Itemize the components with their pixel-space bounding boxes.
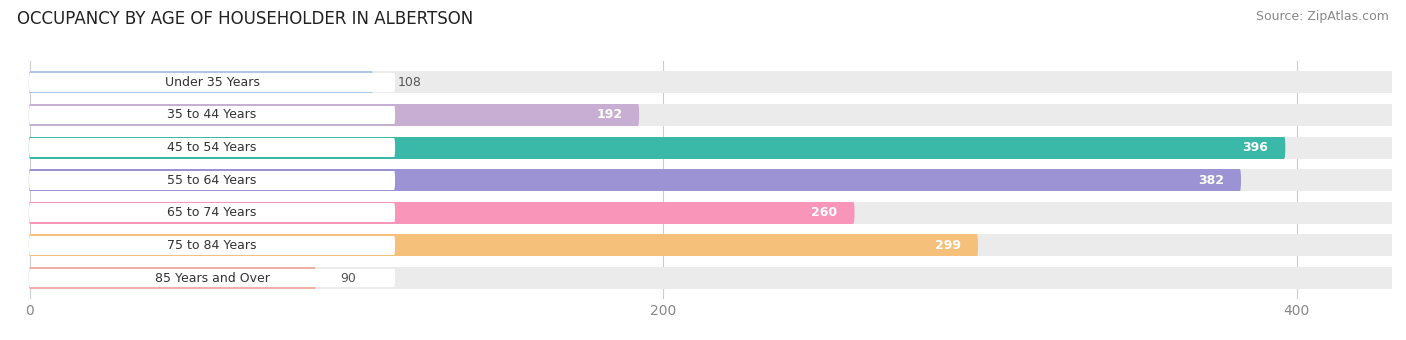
Circle shape bbox=[394, 138, 395, 157]
Text: 382: 382 bbox=[1198, 174, 1225, 187]
Circle shape bbox=[394, 73, 395, 92]
Text: 65 to 74 Years: 65 to 74 Years bbox=[167, 206, 257, 219]
Bar bbox=[30, 234, 977, 256]
Circle shape bbox=[371, 71, 373, 94]
Circle shape bbox=[1284, 137, 1285, 159]
Circle shape bbox=[1391, 202, 1393, 224]
Circle shape bbox=[28, 267, 31, 289]
Circle shape bbox=[1391, 71, 1393, 94]
Bar bbox=[30, 71, 373, 94]
Text: 45 to 54 Years: 45 to 54 Years bbox=[167, 141, 257, 154]
Bar bbox=[30, 73, 394, 92]
Circle shape bbox=[394, 106, 395, 124]
Circle shape bbox=[28, 234, 31, 256]
Bar bbox=[30, 267, 1392, 289]
Circle shape bbox=[28, 169, 31, 191]
Text: 299: 299 bbox=[935, 239, 962, 252]
Circle shape bbox=[394, 203, 395, 222]
Circle shape bbox=[394, 236, 395, 255]
Circle shape bbox=[30, 73, 31, 92]
Circle shape bbox=[28, 71, 31, 94]
Circle shape bbox=[28, 137, 31, 159]
Circle shape bbox=[28, 104, 31, 126]
Bar bbox=[30, 171, 394, 190]
Circle shape bbox=[637, 104, 640, 126]
Text: 55 to 64 Years: 55 to 64 Years bbox=[167, 174, 257, 187]
Bar bbox=[30, 203, 394, 222]
Text: 90: 90 bbox=[340, 272, 356, 285]
Circle shape bbox=[314, 267, 316, 289]
Circle shape bbox=[1391, 137, 1393, 159]
Circle shape bbox=[1391, 104, 1393, 126]
Bar bbox=[30, 169, 1240, 191]
Circle shape bbox=[28, 169, 31, 191]
Bar bbox=[30, 106, 394, 124]
Circle shape bbox=[30, 269, 31, 287]
Text: Under 35 Years: Under 35 Years bbox=[165, 76, 260, 89]
Bar bbox=[30, 267, 315, 289]
Bar bbox=[30, 236, 394, 255]
Bar bbox=[30, 71, 1392, 94]
Bar bbox=[30, 269, 394, 287]
Circle shape bbox=[852, 202, 855, 224]
Circle shape bbox=[28, 202, 31, 224]
Bar bbox=[30, 137, 1284, 159]
Circle shape bbox=[976, 234, 979, 256]
Text: 108: 108 bbox=[398, 76, 422, 89]
Text: 85 Years and Over: 85 Years and Over bbox=[155, 272, 270, 285]
Circle shape bbox=[28, 71, 31, 94]
Circle shape bbox=[1391, 267, 1393, 289]
Bar bbox=[30, 138, 394, 157]
Circle shape bbox=[1391, 234, 1393, 256]
Text: 192: 192 bbox=[596, 108, 623, 121]
Circle shape bbox=[30, 171, 31, 190]
Circle shape bbox=[1391, 169, 1393, 191]
Bar bbox=[30, 104, 1392, 126]
Circle shape bbox=[394, 171, 395, 190]
Circle shape bbox=[394, 269, 395, 287]
Text: OCCUPANCY BY AGE OF HOUSEHOLDER IN ALBERTSON: OCCUPANCY BY AGE OF HOUSEHOLDER IN ALBER… bbox=[17, 10, 474, 28]
Circle shape bbox=[28, 234, 31, 256]
Text: 396: 396 bbox=[1243, 141, 1268, 154]
Bar bbox=[30, 234, 1392, 256]
Circle shape bbox=[28, 104, 31, 126]
Bar bbox=[30, 104, 638, 126]
Circle shape bbox=[30, 203, 31, 222]
Text: 35 to 44 Years: 35 to 44 Years bbox=[167, 108, 257, 121]
Bar bbox=[30, 202, 1392, 224]
Circle shape bbox=[28, 267, 31, 289]
Circle shape bbox=[30, 138, 31, 157]
Bar bbox=[30, 202, 853, 224]
Circle shape bbox=[1239, 169, 1241, 191]
Circle shape bbox=[30, 236, 31, 255]
Text: 75 to 84 Years: 75 to 84 Years bbox=[167, 239, 257, 252]
Bar bbox=[30, 137, 1392, 159]
Text: 260: 260 bbox=[811, 206, 838, 219]
Bar bbox=[30, 169, 1392, 191]
Text: Source: ZipAtlas.com: Source: ZipAtlas.com bbox=[1256, 10, 1389, 23]
Circle shape bbox=[28, 137, 31, 159]
Circle shape bbox=[28, 202, 31, 224]
Circle shape bbox=[30, 106, 31, 124]
